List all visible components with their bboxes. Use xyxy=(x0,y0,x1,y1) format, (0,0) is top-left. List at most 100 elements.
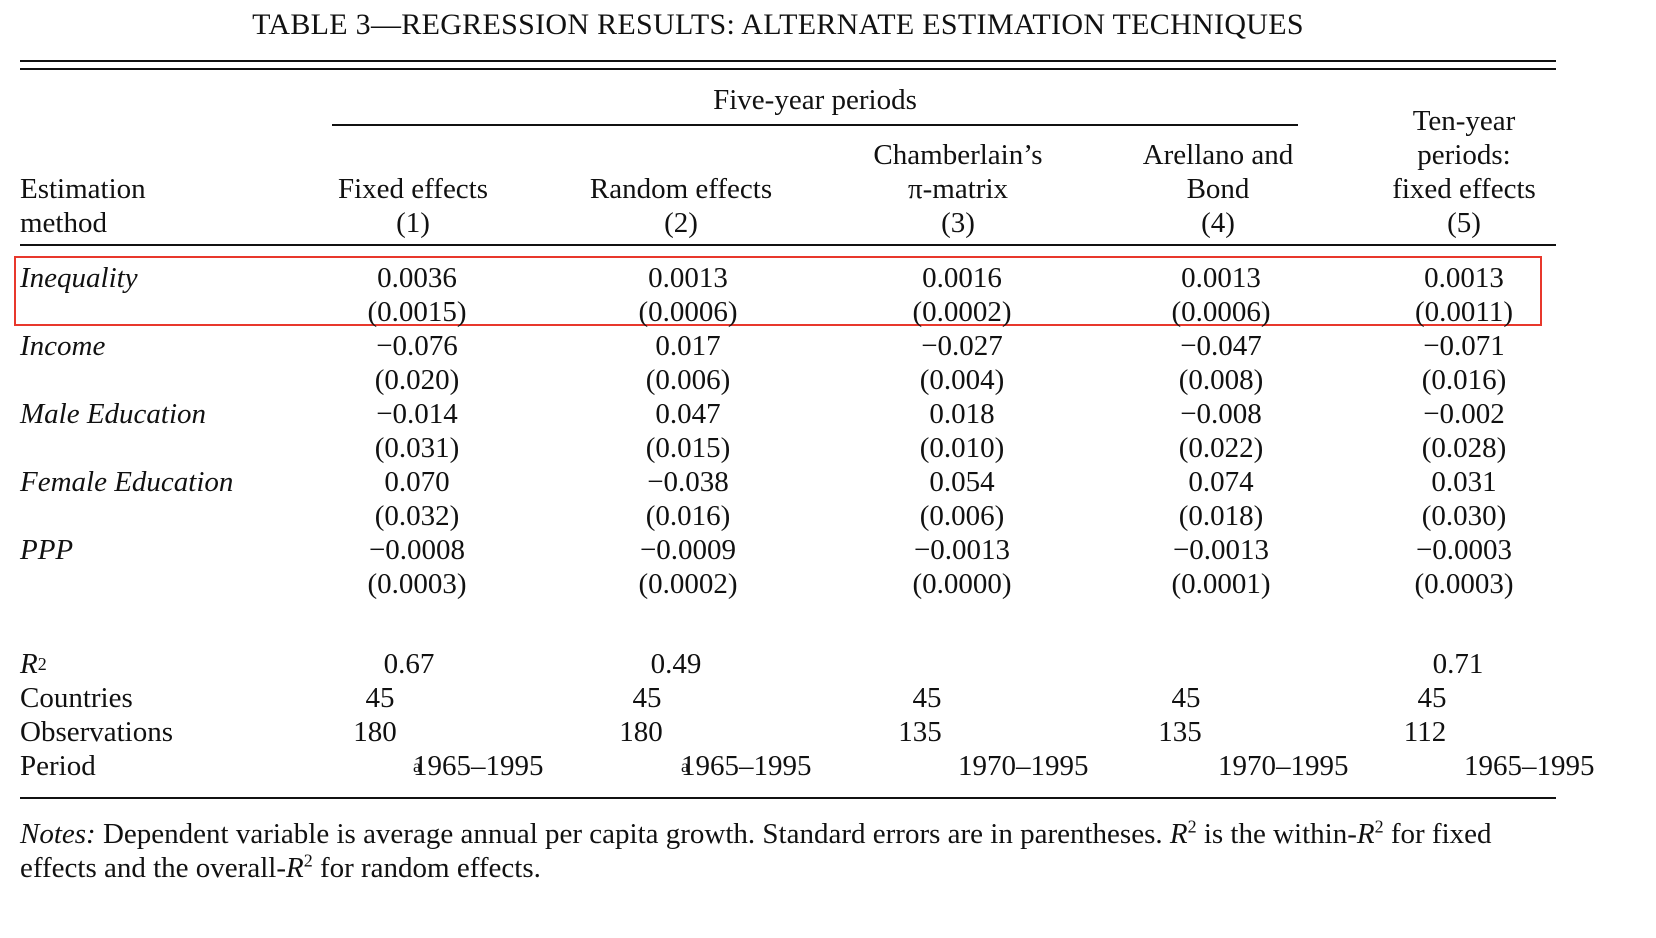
se-cell: (0.0006) xyxy=(638,296,738,328)
coef-cell: −0.0009 xyxy=(639,534,737,566)
col-2-header-number: (2) xyxy=(664,207,698,239)
coef-cell: −0.071 xyxy=(1423,330,1505,362)
row-label-4: PPP xyxy=(20,534,74,566)
coef-cell: 0.018 xyxy=(929,398,995,430)
col-4-header-line3: Bond xyxy=(1186,173,1250,205)
se-cell: (0.0000) xyxy=(912,568,1012,600)
row-label-2: Male Education xyxy=(20,398,207,430)
se-cell: (0.032) xyxy=(374,500,460,532)
se-cell: (0.022) xyxy=(1178,432,1264,464)
r2-cell: 0.49 xyxy=(650,648,702,680)
notes-r-3: R xyxy=(285,852,304,884)
coef-cell: −0.076 xyxy=(376,330,458,362)
coef-cell: −0.002 xyxy=(1423,398,1505,430)
col-4-header-number: (4) xyxy=(1201,207,1235,239)
se-cell: (0.0001) xyxy=(1171,568,1271,600)
col-3-header-line3: π-matrix xyxy=(908,173,1008,205)
coef-cell: 0.047 xyxy=(655,398,721,430)
se-cell: (0.020) xyxy=(374,364,460,396)
countries-cell: 45 xyxy=(912,682,942,714)
notes-label: Notes: xyxy=(20,818,96,850)
notes-text-2: is the within- xyxy=(1196,818,1357,850)
se-cell: (0.018) xyxy=(1178,500,1264,532)
col-5-header-line3: fixed effects xyxy=(1392,173,1536,205)
period-value: 1970–1995 xyxy=(1218,750,1349,782)
notes-r-1: R xyxy=(1169,818,1188,850)
se-cell: (0.0006) xyxy=(1171,296,1271,328)
observations-cell: 135 xyxy=(898,716,942,748)
observations-cell: 135 xyxy=(1158,716,1202,748)
countries-cell: 45 xyxy=(1417,682,1447,714)
observations-cell: 180 xyxy=(353,716,397,748)
period-label: Period xyxy=(20,750,96,782)
notes-r-2: R xyxy=(1356,818,1375,850)
coef-cell: −0.047 xyxy=(1180,330,1262,362)
spanner-rule xyxy=(332,124,1298,126)
se-cell: (0.028) xyxy=(1421,432,1507,464)
col-5-header-number: (5) xyxy=(1447,207,1481,239)
r2-cell: 0.67 xyxy=(383,648,435,680)
se-cell: (0.030) xyxy=(1421,500,1507,532)
se-cell: (0.0002) xyxy=(912,296,1012,328)
col-5-header-line2: periods: xyxy=(1417,139,1511,171)
se-cell: (0.016) xyxy=(645,500,731,532)
notes-text-3: for fixed effects and the overall- xyxy=(20,818,1492,884)
coef-cell: −0.008 xyxy=(1180,398,1262,430)
se-cell: (0.0002) xyxy=(638,568,738,600)
notes-sup-1: 2 xyxy=(1187,816,1197,837)
observations-cell: 112 xyxy=(1403,716,1447,748)
period-value: 1965–1995 xyxy=(413,750,544,782)
row-label-1: Income xyxy=(20,330,106,362)
r2-label-sup: 2 xyxy=(37,654,47,674)
coef-cell: 0.070 xyxy=(384,466,450,498)
countries-cell: 45 xyxy=(365,682,395,714)
r2-cell: 0.71 xyxy=(1432,648,1484,680)
period-value: 1970–1995 xyxy=(958,750,1089,782)
r2-label-r: R xyxy=(20,648,38,680)
se-cell: (0.008) xyxy=(1178,364,1264,396)
countries-cell: 45 xyxy=(632,682,662,714)
row-label-3: Female Education xyxy=(20,466,234,498)
table-bottom-rule xyxy=(20,797,1556,799)
observations-cell: 180 xyxy=(619,716,663,748)
coef-cell: 0.0013 xyxy=(1181,262,1261,294)
se-cell: (0.010) xyxy=(919,432,1005,464)
se-cell: (0.015) xyxy=(645,432,731,464)
col-3-header-number: (3) xyxy=(941,207,975,239)
top-rule xyxy=(20,60,1556,62)
header-bottom-rule xyxy=(20,244,1556,246)
se-cell: (0.0003) xyxy=(1414,568,1514,600)
stub-header-line2: method xyxy=(20,207,107,239)
se-cell: (0.0015) xyxy=(367,296,467,328)
se-cell: (0.016) xyxy=(1421,364,1507,396)
coef-cell: 0.054 xyxy=(929,466,995,498)
coef-cell: −0.0013 xyxy=(1172,534,1270,566)
coef-cell: 0.0013 xyxy=(1424,262,1504,294)
table-notes: Notes: Dependent variable is average ann… xyxy=(20,817,1556,885)
coef-cell: −0.014 xyxy=(376,398,458,430)
period-footnote-marker: a xyxy=(413,756,421,776)
countries-label: Countries xyxy=(20,682,133,714)
se-cell: (0.004) xyxy=(919,364,1005,396)
stub-header-line1: Estimation xyxy=(20,173,146,205)
col-5-header-line1: Ten-year xyxy=(1412,105,1516,137)
col-4-header-line2: Arellano and xyxy=(1142,139,1294,171)
table-title: TABLE 3—REGRESSION RESULTS: ALTERNATE ES… xyxy=(0,8,1556,42)
coef-cell: −0.038 xyxy=(647,466,729,498)
coef-cell: 0.031 xyxy=(1431,466,1497,498)
highlight-box-inequality xyxy=(14,256,1542,326)
notes-text-1: Dependent variable is average annual per… xyxy=(95,818,1170,850)
se-cell: (0.0003) xyxy=(367,568,467,600)
se-cell: (0.0011) xyxy=(1415,296,1513,328)
period-value: 1965–1995 xyxy=(681,750,812,782)
notes-sup-2: 2 xyxy=(1374,816,1384,837)
notes-text-4: for random effects. xyxy=(312,852,541,884)
col-1-header-line3: Fixed effects xyxy=(337,173,489,205)
col-1-header-number: (1) xyxy=(396,207,430,239)
coef-cell: 0.074 xyxy=(1188,466,1254,498)
table-title-text: TABLE 3—REGRESSION RESULTS: ALTERNATE ES… xyxy=(252,8,1304,41)
col-2-header-line3: Random effects xyxy=(589,173,773,205)
period-footnote-marker: a xyxy=(681,756,689,776)
coef-cell: 0.0013 xyxy=(648,262,728,294)
